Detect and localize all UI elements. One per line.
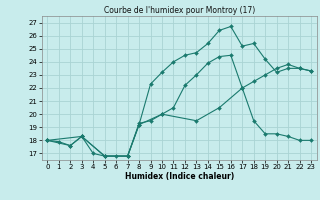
X-axis label: Humidex (Indice chaleur): Humidex (Indice chaleur)	[124, 172, 234, 181]
Title: Courbe de l'humidex pour Montroy (17): Courbe de l'humidex pour Montroy (17)	[104, 6, 255, 15]
